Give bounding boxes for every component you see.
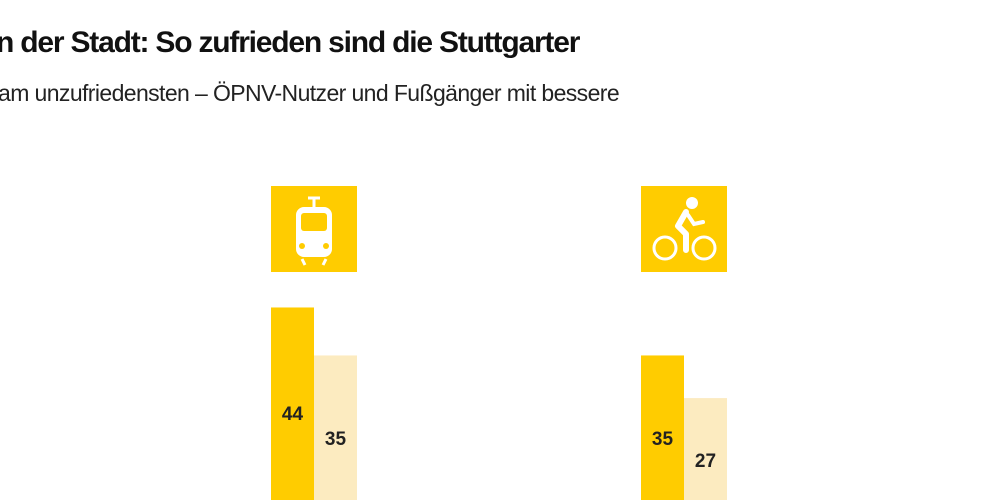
bicycle-icon: [641, 186, 727, 272]
chart-subtitle: am unzufriedensten – ÖPNV-Nutzer und Fuß…: [0, 80, 620, 106]
data-label-bicycle-series-1: 35: [652, 429, 674, 450]
data-label-bicycle-series-2: 27: [695, 451, 716, 472]
bar-tram-series-1: [271, 307, 314, 500]
chart-title: n der Stadt: So zufrieden sind die Stutt…: [0, 26, 580, 59]
data-label-tram-series-2: 35: [325, 429, 347, 450]
data-label-tram-series-1: 44: [282, 404, 304, 425]
bar-bicycle-series-1: [641, 355, 684, 500]
bar-tram-series-2: [314, 355, 357, 500]
bar-bicycle-series-2: [684, 398, 727, 500]
tram-icon: [271, 186, 357, 272]
